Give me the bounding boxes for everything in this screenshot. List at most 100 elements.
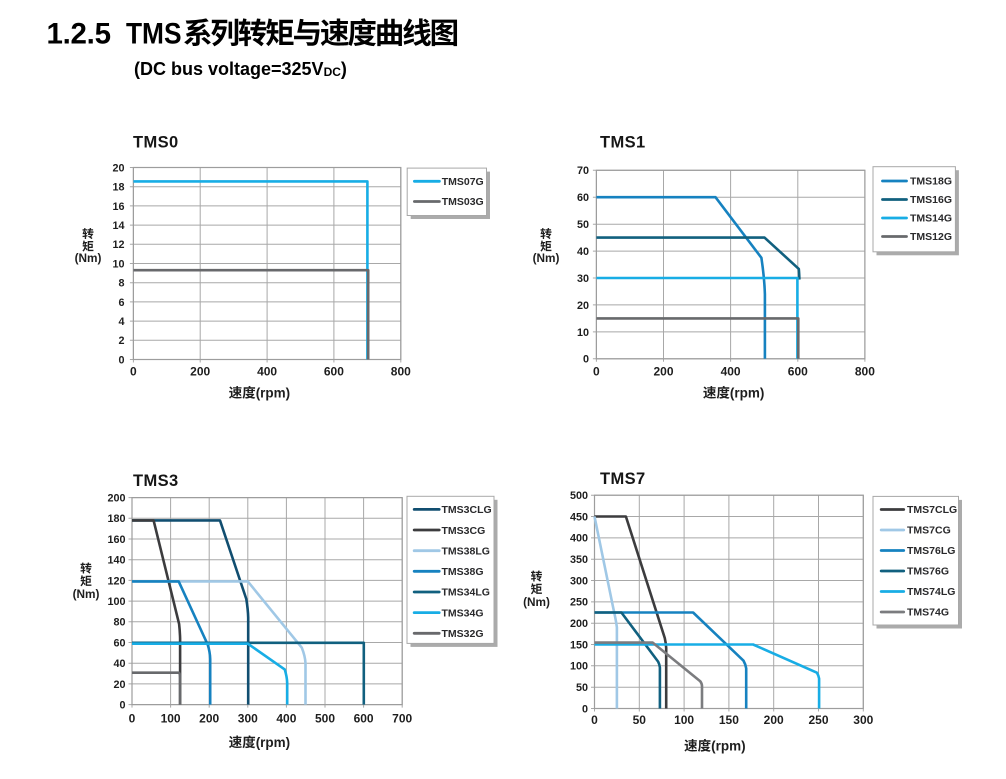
svg-text:800: 800 bbox=[855, 365, 875, 379]
svg-text:100: 100 bbox=[107, 596, 125, 608]
svg-text:400: 400 bbox=[570, 533, 588, 545]
svg-text:200: 200 bbox=[199, 712, 219, 726]
svg-text:200: 200 bbox=[570, 618, 588, 630]
svg-text:TMS32G: TMS32G bbox=[442, 628, 484, 640]
svg-text:400: 400 bbox=[257, 365, 277, 379]
svg-text:800: 800 bbox=[391, 365, 411, 379]
svg-text:(rpm): (rpm) bbox=[730, 386, 765, 401]
svg-text:700: 700 bbox=[392, 712, 412, 726]
svg-text:500: 500 bbox=[315, 712, 335, 726]
svg-text:TMS7CG: TMS7CG bbox=[907, 525, 951, 537]
svg-text:16: 16 bbox=[112, 201, 124, 213]
svg-text:TMS07G: TMS07G bbox=[442, 176, 484, 188]
svg-text:0: 0 bbox=[583, 354, 589, 366]
svg-text:120: 120 bbox=[107, 575, 125, 587]
svg-text:2: 2 bbox=[118, 335, 124, 347]
svg-text:12: 12 bbox=[112, 239, 124, 251]
svg-text:TMS: TMS bbox=[126, 18, 182, 51]
svg-text:400: 400 bbox=[276, 712, 296, 726]
svg-text:10: 10 bbox=[112, 258, 124, 270]
svg-text:TMS76LG: TMS76LG bbox=[907, 545, 955, 557]
svg-text:600: 600 bbox=[324, 365, 344, 379]
svg-text:TMS38LG: TMS38LG bbox=[442, 545, 490, 557]
svg-text:50: 50 bbox=[633, 713, 647, 727]
svg-text:TMS3: TMS3 bbox=[133, 472, 179, 490]
svg-text:10: 10 bbox=[577, 327, 589, 339]
svg-text:20: 20 bbox=[113, 679, 125, 691]
svg-text:350: 350 bbox=[570, 554, 588, 566]
svg-text:TMS3CG: TMS3CG bbox=[442, 525, 486, 537]
svg-text:100: 100 bbox=[674, 713, 694, 727]
svg-text:180: 180 bbox=[107, 513, 125, 525]
svg-text:TMS1: TMS1 bbox=[600, 134, 646, 152]
svg-text:80: 80 bbox=[113, 617, 125, 629]
svg-text:200: 200 bbox=[107, 493, 125, 505]
svg-text:300: 300 bbox=[238, 712, 258, 726]
svg-text:200: 200 bbox=[653, 365, 673, 379]
svg-text:(Nm): (Nm) bbox=[533, 251, 560, 265]
svg-text:(rpm): (rpm) bbox=[256, 386, 291, 401]
svg-text:50: 50 bbox=[576, 682, 588, 694]
svg-text:TMS34LG: TMS34LG bbox=[442, 587, 490, 599]
svg-text:0: 0 bbox=[130, 365, 137, 379]
svg-text:100: 100 bbox=[161, 712, 181, 726]
svg-text:TMS3CLG: TMS3CLG bbox=[442, 504, 492, 516]
svg-text:140: 140 bbox=[107, 555, 125, 567]
svg-text:TMS03G: TMS03G bbox=[442, 196, 484, 208]
svg-text:200: 200 bbox=[190, 365, 210, 379]
svg-text:6: 6 bbox=[118, 297, 124, 309]
svg-text:160: 160 bbox=[107, 534, 125, 546]
svg-text:TMS74LG: TMS74LG bbox=[907, 586, 955, 598]
svg-text:TMS74G: TMS74G bbox=[907, 607, 949, 619]
svg-text:(Nm): (Nm) bbox=[75, 251, 102, 265]
svg-text:70: 70 bbox=[577, 165, 589, 177]
svg-text:(DC bus voltage=325VDC): (DC bus voltage=325VDC) bbox=[134, 59, 347, 79]
svg-text:18: 18 bbox=[112, 182, 124, 194]
svg-text:TMS76G: TMS76G bbox=[907, 566, 949, 578]
svg-text:0: 0 bbox=[593, 365, 600, 379]
svg-text:(Nm): (Nm) bbox=[73, 587, 100, 601]
svg-text:60: 60 bbox=[113, 637, 125, 649]
svg-text:0: 0 bbox=[582, 703, 588, 715]
svg-text:250: 250 bbox=[570, 597, 588, 609]
svg-text:150: 150 bbox=[719, 713, 739, 727]
svg-text:300: 300 bbox=[570, 575, 588, 587]
svg-text:TMS7CLG: TMS7CLG bbox=[907, 504, 957, 516]
svg-text:0: 0 bbox=[119, 700, 125, 712]
svg-text:600: 600 bbox=[354, 712, 374, 726]
svg-text:(rpm): (rpm) bbox=[711, 739, 746, 754]
svg-text:(Nm): (Nm) bbox=[523, 595, 550, 609]
svg-text:TMS7: TMS7 bbox=[600, 470, 646, 488]
svg-text:60: 60 bbox=[577, 192, 589, 204]
svg-text:8: 8 bbox=[118, 278, 124, 290]
svg-text:1.2.5: 1.2.5 bbox=[47, 18, 112, 51]
svg-text:600: 600 bbox=[788, 365, 808, 379]
svg-text:150: 150 bbox=[570, 639, 588, 651]
svg-text:50: 50 bbox=[577, 219, 589, 231]
svg-text:20: 20 bbox=[577, 300, 589, 312]
svg-text:40: 40 bbox=[577, 246, 589, 258]
svg-text:TMS0: TMS0 bbox=[133, 134, 179, 152]
svg-text:400: 400 bbox=[721, 365, 741, 379]
svg-text:TMS34G: TMS34G bbox=[442, 607, 484, 619]
svg-text:200: 200 bbox=[764, 713, 784, 727]
svg-text:4: 4 bbox=[118, 316, 124, 328]
svg-text:TMS16G: TMS16G bbox=[910, 194, 952, 206]
svg-text:20: 20 bbox=[112, 162, 124, 174]
svg-text:0: 0 bbox=[129, 712, 136, 726]
svg-text:250: 250 bbox=[808, 713, 828, 727]
svg-text:14: 14 bbox=[112, 220, 124, 232]
svg-text:0: 0 bbox=[118, 354, 124, 366]
svg-text:100: 100 bbox=[570, 661, 588, 673]
svg-text:(rpm): (rpm) bbox=[256, 735, 291, 750]
svg-text:TMS12G: TMS12G bbox=[910, 231, 952, 243]
svg-text:300: 300 bbox=[853, 713, 873, 727]
svg-text:500: 500 bbox=[570, 490, 588, 502]
svg-text:TMS14G: TMS14G bbox=[910, 213, 952, 225]
svg-text:TMS18G: TMS18G bbox=[910, 176, 952, 188]
svg-text:40: 40 bbox=[113, 658, 125, 670]
svg-text:30: 30 bbox=[577, 273, 589, 285]
svg-text:450: 450 bbox=[570, 511, 588, 523]
svg-text:TMS38G: TMS38G bbox=[442, 566, 484, 578]
svg-text:0: 0 bbox=[591, 713, 598, 727]
